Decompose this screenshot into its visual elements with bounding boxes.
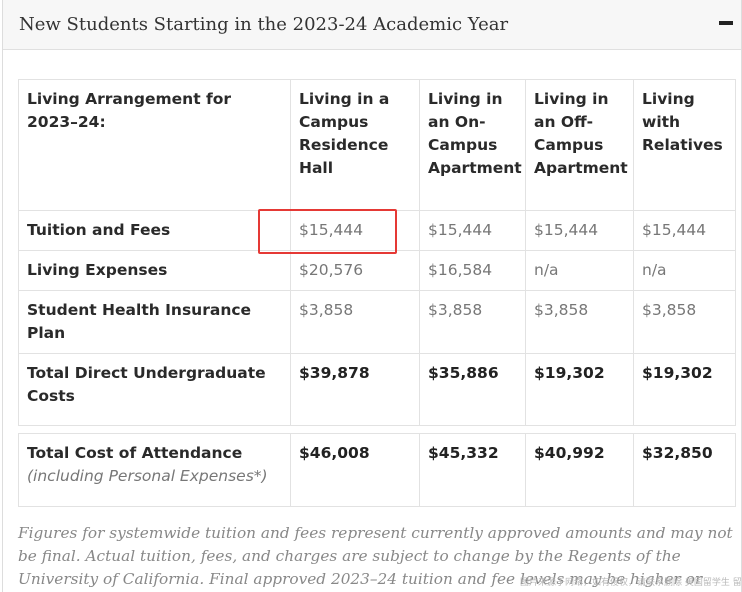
row-label: Total Cost of Attendance (including Pers… [18, 433, 291, 507]
table-cell: $15,444 [419, 210, 526, 251]
footnote: Figures for systemwide tuition and fees … [18, 524, 733, 588]
table-cell: $3,858 [290, 290, 420, 354]
table-cell: $39,878 [290, 353, 420, 426]
table-cell: n/a [633, 250, 736, 291]
cost-table: Living Arrangement for 2023–24: Living i… [18, 79, 736, 426]
table-cell: $16,584 [419, 250, 526, 291]
table-cell: $40,992 [525, 433, 634, 507]
column-header: Living in a Campus Residence Hall [290, 79, 420, 211]
table-cell: $15,444 [633, 210, 736, 251]
table-cell: $45,332 [419, 433, 526, 507]
minus-icon[interactable] [719, 21, 733, 25]
table-cell: $35,886 [419, 353, 526, 426]
table-cell: $15,444 [290, 210, 420, 251]
table-cell: $19,302 [525, 353, 634, 426]
total-label: Total Cost of Attendance [27, 444, 243, 462]
table-cell: $15,444 [525, 210, 634, 251]
table-header-row: Living Arrangement for 2023–24: Living i… [18, 79, 736, 211]
column-header: Living in an Off-Campus Apartment [525, 79, 634, 211]
column-header: Living Arrangement for 2023–24: [18, 79, 291, 211]
table-row: Tuition and Fees $15,444 $15,444 $15,444… [18, 210, 736, 251]
row-label: Tuition and Fees [18, 210, 291, 251]
panel-header[interactable]: New Students Starting in the 2023-24 Aca… [3, 0, 741, 50]
column-header: Living with Relatives [633, 79, 736, 211]
table-row: Total Direct Undergraduate Costs $39,878… [18, 353, 736, 426]
table-cell: $19,302 [633, 353, 736, 426]
table-cell: $3,858 [525, 290, 634, 354]
column-header: Living in an On-Campus Apartment [419, 79, 526, 211]
row-label: Student Health Insurance Plan [18, 290, 291, 354]
table-cell: $20,576 [290, 250, 420, 291]
total-cost-table: Total Cost of Attendance (including Pers… [18, 433, 736, 507]
table-cell: $46,008 [290, 433, 420, 507]
table-cell: $3,858 [419, 290, 526, 354]
table-cell: $3,858 [633, 290, 736, 354]
table-cell: $32,850 [633, 433, 736, 507]
table-row: Living Expenses $20,576 $16,584 n/a n/a [18, 250, 736, 291]
watermark-text: 图片来源于网络，如有侵权，请联系删除 美国留学生 留学圈 [520, 578, 742, 588]
row-label: Total Direct Undergraduate Costs [18, 353, 291, 426]
panel-title: New Students Starting in the 2023-24 Aca… [19, 14, 509, 35]
row-label: Living Expenses [18, 250, 291, 291]
total-note: (including Personal Expenses*) [27, 467, 268, 485]
table-row: Student Health Insurance Plan $3,858 $3,… [18, 290, 736, 354]
table-row: Total Cost of Attendance (including Pers… [18, 433, 736, 507]
table-cell: n/a [525, 250, 634, 291]
